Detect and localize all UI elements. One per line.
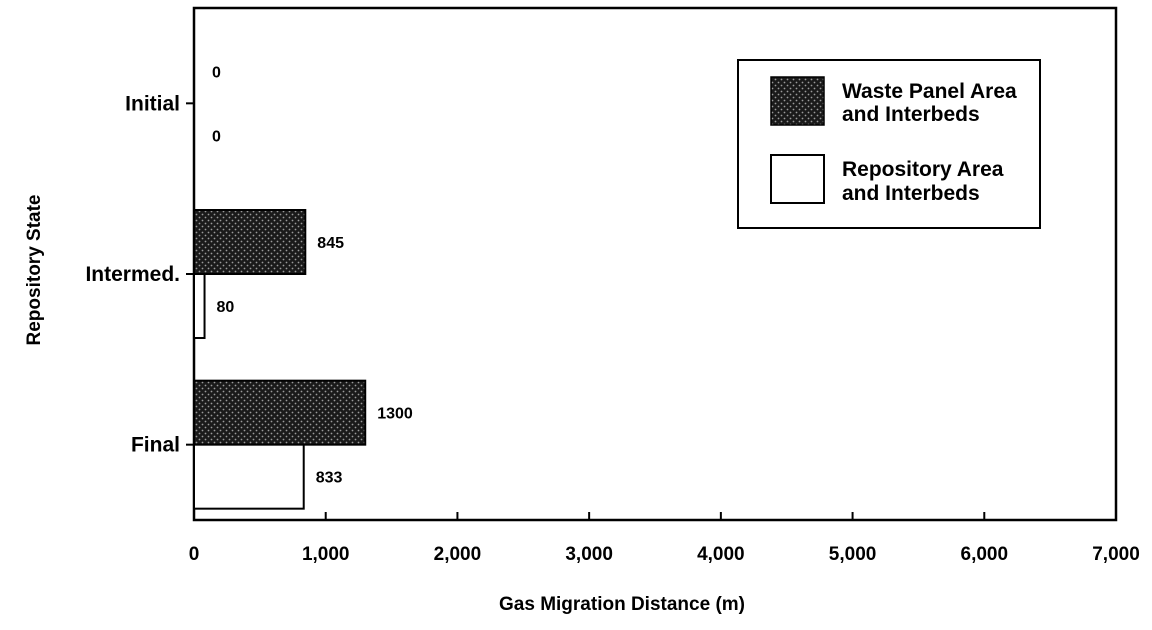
legend-swatch-waste-panel <box>770 76 825 126</box>
category-label: Initial <box>125 92 180 115</box>
x-tick-label: 4,000 <box>697 544 745 565</box>
bar-repository <box>193 273 206 339</box>
legend: Waste Panel Area and Interbeds Repositor… <box>737 59 1041 229</box>
x-tick-label: 3,000 <box>565 544 613 565</box>
bar-repository <box>193 443 305 510</box>
category-label: Intermed. <box>85 263 180 286</box>
data-label: 1300 <box>377 406 413 423</box>
legend-swatch-repository <box>770 154 825 204</box>
x-axis-title: Gas Migration Distance (m) <box>499 594 745 615</box>
legend-label-repository-line1: Repository Area <box>842 158 1004 181</box>
x-tick-label: 5,000 <box>829 544 877 565</box>
data-label: 0 <box>212 64 221 81</box>
legend-label-repository-line2: and Interbeds <box>842 182 980 205</box>
x-tick-label: 6,000 <box>961 544 1009 565</box>
legend-label-waste-panel-line2: and Interbeds <box>842 103 980 126</box>
y-axis: Initial Intermed. Final <box>85 92 194 457</box>
y-axis-title: Repository State <box>24 195 45 346</box>
x-tick-label: 1,000 <box>302 544 350 565</box>
bars <box>193 209 367 510</box>
x-tick-label: 2,000 <box>434 544 482 565</box>
data-labels: 0 0 845 80 1300 833 <box>212 64 413 486</box>
data-label: 0 <box>212 128 221 145</box>
x-tick-label: 0 <box>189 544 200 565</box>
category-label: Final <box>131 434 180 457</box>
data-label: 833 <box>316 470 343 487</box>
x-tick-label: 7,000 <box>1092 544 1140 565</box>
data-label: 845 <box>317 235 344 252</box>
bar-waste-panel <box>193 209 307 275</box>
data-label: 80 <box>217 299 235 316</box>
legend-label-waste-panel-line1: Waste Panel Area <box>842 80 1017 103</box>
bar-waste-panel <box>193 379 367 446</box>
x-axis: 0 1,000 2,000 3,000 4,000 5,000 6,000 7,000 <box>189 512 1140 565</box>
